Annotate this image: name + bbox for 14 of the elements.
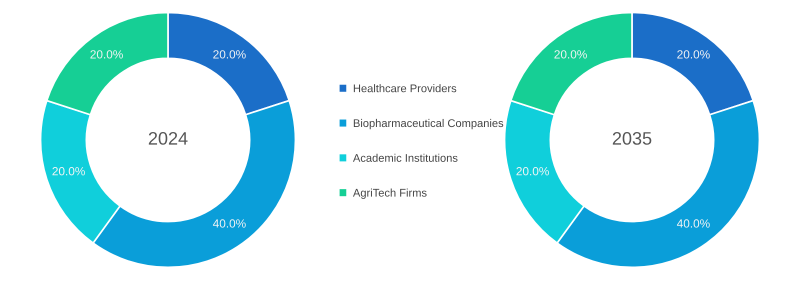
legend-label: Biopharmaceutical Companies (354, 118, 504, 130)
data-label: 20.0% (677, 50, 710, 59)
data-label: 20.0% (90, 50, 123, 59)
data-label: 20.0% (213, 50, 246, 59)
data-label: 20.0% (52, 167, 85, 176)
legend-label: AgriTech Firms (352, 188, 427, 199)
data-label: 20.0% (516, 167, 549, 176)
data-label: 40.0% (212, 219, 246, 228)
legend-label: Academic Institutions (352, 154, 458, 162)
text: 2035 (612, 132, 652, 145)
data-label: 20.0% (554, 50, 587, 59)
legend-label: Healthcare Providers (354, 84, 456, 92)
data-label: 40.0% (676, 219, 710, 228)
text: 2024 (148, 132, 188, 145)
